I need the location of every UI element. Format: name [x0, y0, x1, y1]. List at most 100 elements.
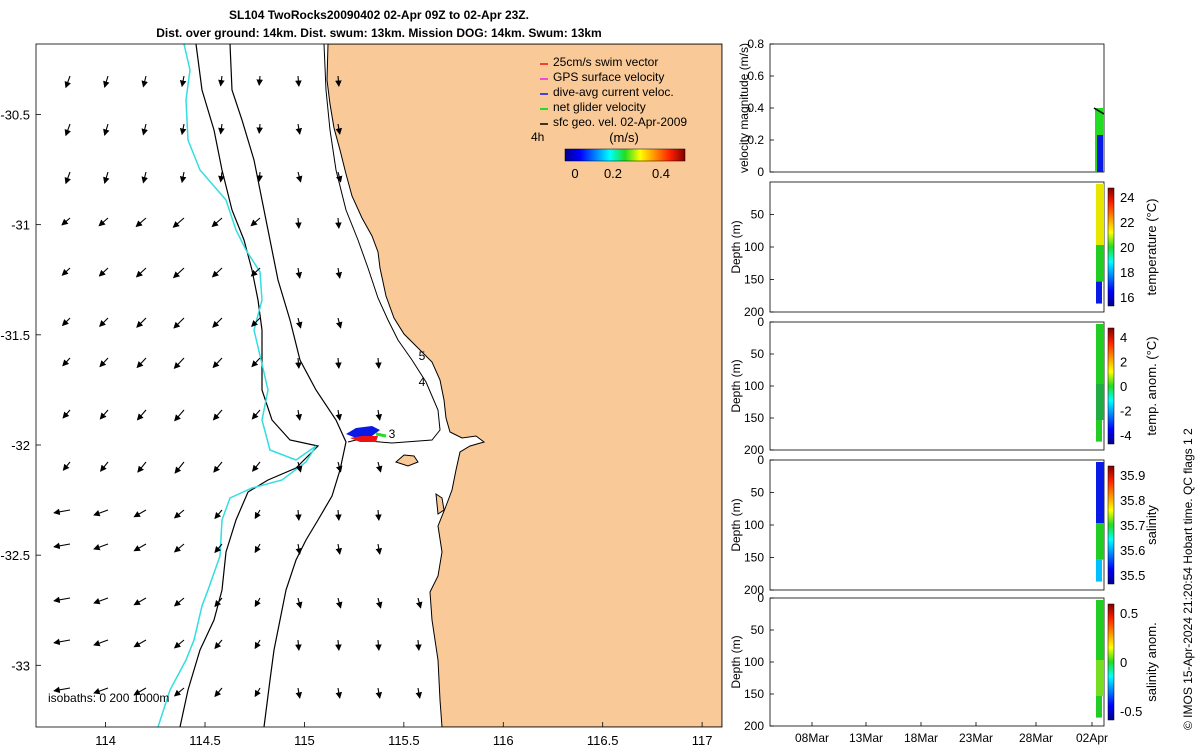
timestamp-label: 4h	[531, 130, 544, 144]
profile-data-mid	[1096, 660, 1104, 696]
panel-ytick-label: 0	[757, 165, 764, 179]
panel-ytick-label: 0	[757, 591, 764, 605]
panel-ytick-label: 150	[744, 273, 764, 287]
map-legend: 25cm/s swim vector GPS surface velocity …	[531, 55, 687, 181]
map-xtick-label: 115.5	[388, 733, 420, 748]
profile-data-top	[1096, 462, 1104, 523]
geo-arrow	[141, 123, 148, 136]
geo-arrow	[133, 687, 147, 696]
panel-cbtick-label: 35.7	[1120, 518, 1145, 533]
panel-cbtick-label: 20	[1120, 240, 1134, 255]
colorbar-label: (m/s)	[609, 130, 639, 145]
profile-data-bottom	[1096, 559, 1102, 582]
geo-arrow	[93, 639, 109, 647]
geo-arrow	[214, 509, 223, 520]
panel-ytick-label: 200	[744, 443, 764, 457]
geo-arrow	[103, 75, 110, 88]
geo-arrow	[173, 687, 185, 697]
geo-arrow	[141, 171, 148, 184]
panel-colorbar-label: salinity	[1144, 505, 1159, 545]
geo-arrow	[53, 686, 71, 694]
geo-arrow	[335, 687, 343, 699]
panel-cbtick-label: 35.8	[1120, 493, 1145, 508]
geo-arrow	[99, 317, 109, 327]
map-ytick-label: -33	[11, 658, 30, 673]
geo-arrow	[375, 687, 383, 699]
geo-arrow	[254, 687, 261, 698]
geo-arrow	[62, 461, 71, 471]
panel-cbtick-label: -4	[1120, 428, 1132, 443]
geo-arrow	[62, 409, 71, 419]
legend-current: dive-avg current veloc.	[553, 85, 674, 99]
profile-data-mid	[1096, 245, 1104, 282]
geo-arrow	[100, 461, 109, 472]
panel-ytick-label: 50	[751, 208, 765, 222]
profile-data-top	[1096, 184, 1104, 245]
geo-arrow	[295, 75, 302, 88]
geo-arrow	[179, 123, 187, 136]
geo-arrow	[172, 267, 185, 279]
panel-cbtick-label: 0	[1120, 655, 1127, 670]
island	[395, 454, 419, 467]
geo-arrow	[133, 639, 147, 648]
geo-arrow	[295, 357, 302, 370]
time-tick-label: 13Mar	[849, 731, 883, 745]
panel-cbtick-label: 4	[1120, 330, 1127, 345]
profile-data-bottom	[1096, 696, 1102, 718]
panel-ylabel: Depth (m)	[729, 498, 743, 551]
panel-colorbar	[1107, 327, 1115, 445]
geo-arrow	[335, 123, 343, 135]
geo-arrow	[218, 75, 225, 87]
geo-arrow	[251, 409, 261, 420]
panel-cbtick-label: 0.5	[1120, 606, 1138, 621]
legend-geo: sfc geo. vel. 02-Apr-2009	[553, 115, 687, 129]
time-tick-label: 02Apr	[1076, 731, 1108, 745]
panel-cbtick-label: 2	[1120, 355, 1127, 370]
geo-arrow	[214, 639, 223, 650]
panel-cbtick-label: 35.5	[1120, 568, 1145, 583]
geo-arrow	[103, 123, 110, 136]
geo-arrow	[173, 597, 185, 607]
geo-arrow	[93, 509, 109, 517]
panel-ytick-label: 50	[751, 486, 765, 500]
panel-ylabel: velocity magnitude (m/s)	[737, 43, 751, 173]
geo-arrow	[103, 171, 110, 184]
panel-ytick-label: 150	[744, 411, 764, 425]
geo-arrow	[335, 217, 342, 230]
profile-data-bottom	[1096, 281, 1102, 304]
panel-ytick-label: 200	[744, 719, 764, 733]
geo-arrow	[375, 543, 383, 555]
geo-arrow	[211, 267, 223, 278]
chart-title-line1: SL104 TwoRocks20090402 02-Apr 09Z to 02-…	[229, 8, 529, 22]
panel-ytick-label: 0.6	[747, 69, 764, 83]
geo-arrow	[173, 357, 185, 370]
panel-ytick-label: 200	[744, 305, 764, 319]
geo-arrow	[295, 687, 303, 699]
map-ytick-label: -31.5	[0, 328, 30, 343]
panel-colorbar	[1107, 187, 1115, 307]
panel-ylabel: Depth (m)	[729, 220, 743, 273]
geo-arrow	[375, 357, 382, 370]
map-ytick-label: -30.5	[0, 108, 30, 123]
geo-arrow	[136, 409, 147, 421]
legend-net: net glider velocity	[553, 100, 646, 114]
legend-swim: 25cm/s swim vector	[553, 55, 658, 69]
geo-arrow	[415, 639, 422, 652]
geo-arrow	[295, 217, 302, 230]
map-area	[36, 44, 722, 727]
geo-arrow	[64, 123, 71, 137]
geo-arrow	[375, 639, 382, 652]
geo-arrow	[335, 639, 342, 652]
geo-arrow	[218, 123, 225, 135]
geo-arrow	[335, 171, 343, 183]
map-xtick-label: 117	[692, 733, 713, 748]
geo-arrow	[61, 267, 71, 276]
geo-arrow	[136, 317, 147, 328]
geo-arrow	[135, 267, 147, 278]
geo-arrow	[415, 687, 423, 699]
panel-ytick-label: 200	[744, 583, 764, 597]
geo-arrow	[174, 461, 185, 474]
geo-arrow	[250, 217, 261, 227]
geo-arrow	[133, 509, 147, 518]
geo-arrow	[295, 509, 302, 522]
